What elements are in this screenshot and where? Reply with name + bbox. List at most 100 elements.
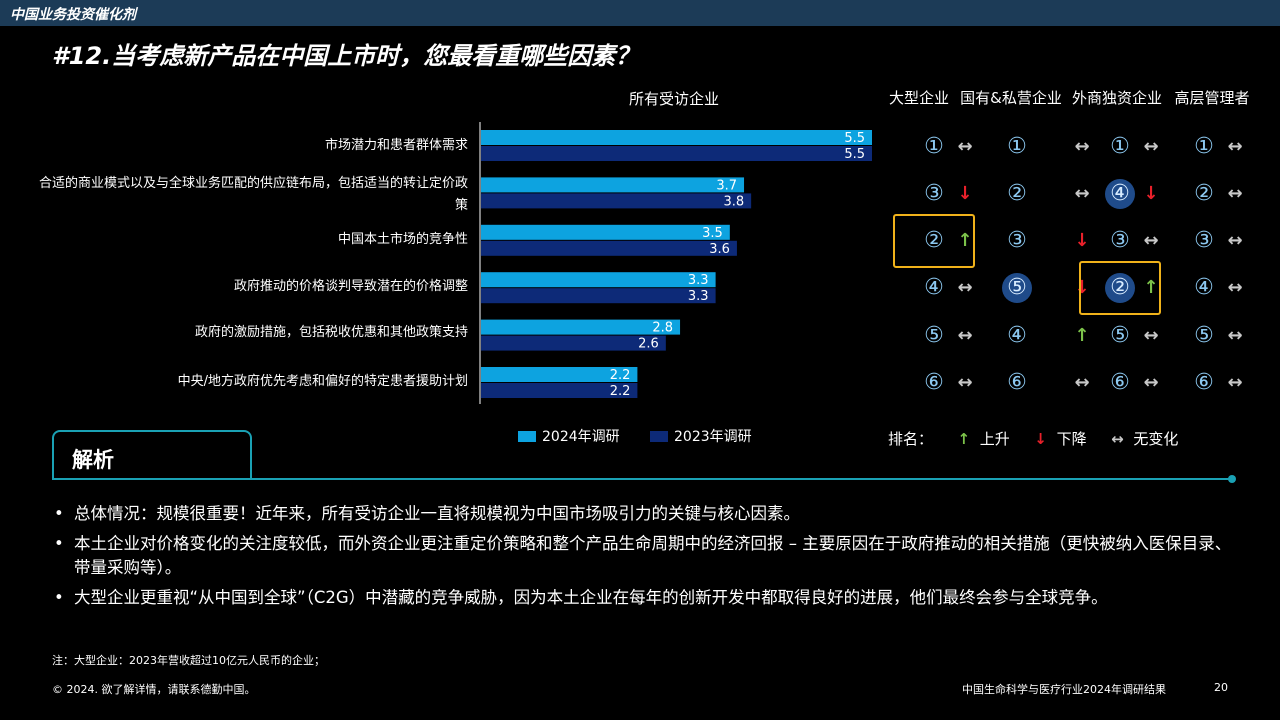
rank-number: ①: [1194, 134, 1214, 159]
ranking-cell: ③ ↓: [990, 224, 1089, 258]
data-label: 3.5: [702, 226, 723, 241]
bar-2023: [481, 335, 666, 351]
flat-arrow-icon: ↔: [957, 325, 973, 346]
category-label: 政府推动的价格谈判导致潜在的价格调整: [233, 279, 468, 294]
ranking-cell: ① ↔: [1093, 130, 1173, 164]
flat-arrow-icon: ↔: [957, 372, 973, 393]
ranking-legend-label: 排名：: [888, 430, 934, 448]
ranking-cell: ③ ↔: [1093, 224, 1173, 258]
rank-number: ③: [924, 181, 944, 206]
rank-number: ①: [1110, 134, 1130, 159]
ranking-cell: ① ↔: [907, 130, 987, 164]
rank-number: ⑥: [1194, 370, 1214, 395]
flat-arrow-icon: ↔: [1227, 230, 1243, 251]
ranking-cell: ⑤ ↔: [1093, 319, 1173, 353]
flat-arrow-icon: ↔: [957, 136, 973, 157]
legend-label: 2023年调研: [674, 429, 752, 445]
category-label: 中国本土市场的竞争性: [337, 232, 468, 247]
rank-number: ⑤: [1110, 323, 1130, 348]
ranking-cell: ⑥ ↔: [990, 366, 1089, 400]
down-arrow-icon: ↓: [1074, 277, 1090, 298]
flat-arrow-icon: ↔: [1111, 430, 1124, 448]
ranking-cell: ⑤ ↔: [1177, 319, 1257, 353]
flat-arrow-icon: ↔: [1074, 183, 1090, 204]
rank-number: ④: [924, 275, 944, 300]
ranking-cell: ③ ↔: [1177, 224, 1257, 258]
legend-item: 2024年调研: [518, 426, 620, 446]
report-name: 中国生命科学与医疗行业2024年调研结果: [962, 683, 1166, 696]
page-number: 20: [1214, 681, 1228, 694]
footnote: 注：大型企业：2023年营收超过10亿元人民币的企业；: [52, 654, 325, 667]
up-arrow-icon: ↑: [957, 230, 973, 251]
ranking-cell: ① ↔: [1177, 130, 1257, 164]
flat-arrow-icon: ↔: [1143, 230, 1159, 251]
flat-arrow-icon: ↔: [1227, 277, 1243, 298]
flat-arrow-icon: ↔: [1143, 136, 1159, 157]
flat-arrow-icon: ↔: [957, 277, 973, 298]
data-label: 2.2: [610, 384, 631, 399]
bar-chart: 5.55.5 3.73.8 3.53.6 3.33.3 2.82.6 2.22.2: [479, 122, 872, 404]
legend-item: 2023年调研: [650, 426, 752, 446]
bar-2023: [481, 383, 638, 398]
rank-number: ①: [1007, 134, 1027, 159]
data-label: 3.3: [688, 273, 709, 288]
rank-number: ②: [924, 228, 944, 253]
down-arrow-icon: ↓: [1034, 430, 1047, 448]
down-arrow-icon: ↓: [1074, 230, 1090, 251]
rank-number: ④: [1105, 179, 1135, 209]
analysis-bullet: 总体情况：规模很重要！近年来，所有受访企业一直将规模视为中国市场吸引力的关键与核…: [52, 502, 1242, 526]
page-title: #12.当考虑新产品在中国上市时，您最看重哪些因素？: [52, 42, 640, 70]
data-label: 3.6: [709, 242, 730, 257]
ranking-cell: ④ ↔: [1177, 271, 1257, 305]
analysis-bullets: 总体情况：规模很重要！近年来，所有受访企业一直将规模视为中国市场吸引力的关键与核…: [52, 502, 1242, 616]
ranking-cell: ⑤ ↓: [990, 271, 1090, 305]
ranking-column-header: 国有&私营企业: [960, 89, 1062, 107]
rank-number: ⑥: [1110, 370, 1130, 395]
flat-arrow-icon: ↔: [1227, 372, 1243, 393]
ranking-cell: ② ↔: [990, 177, 1089, 211]
rank-number: ①: [924, 134, 944, 159]
ranking-cell: ② ↑: [907, 224, 987, 258]
flat-arrow-icon: ↔: [1074, 136, 1090, 157]
flat-arrow-icon: ↔: [1143, 372, 1159, 393]
ranking-cell: ③ ↓: [907, 177, 987, 211]
up-arrow-icon: ↑: [1074, 325, 1090, 346]
ranking-cell: ④ ↓: [1093, 177, 1173, 211]
legend-label: 2024年调研: [542, 429, 620, 445]
ranking-column-header: 外商独资企业: [1071, 89, 1162, 107]
chart-title: 所有受访企业: [628, 90, 719, 108]
ranking-legend-up: 上升: [979, 430, 1010, 448]
rank-number: ④: [1007, 323, 1027, 348]
rank-number: ⑥: [1007, 370, 1027, 395]
ranking-legend-down: 下降: [1056, 430, 1087, 448]
ranking-cell: ⑥ ↔: [907, 366, 987, 400]
rank-number: ②: [1194, 181, 1214, 206]
ranking-cell: ⑥ ↔: [1093, 366, 1173, 400]
ranking-legend: 排名： ↑ 上升 ↓ 下降 ↔ 无变化: [888, 428, 1194, 449]
flat-arrow-icon: ↔: [1227, 325, 1243, 346]
ranking-cell: ④ ↔: [907, 271, 987, 305]
analysis-divider-dot: [1228, 475, 1236, 483]
rank-number: ⑤: [1194, 323, 1214, 348]
data-label: 3.3: [688, 289, 709, 304]
flat-arrow-icon: ↔: [1143, 325, 1159, 346]
rank-number: ⑤: [924, 323, 944, 348]
down-arrow-icon: ↓: [1143, 183, 1159, 204]
copyright: © 2024. 欲了解详情，请联系德勤中国。: [52, 683, 256, 696]
rank-number: ③: [1007, 228, 1027, 253]
category-label: 市场潜力和患者群体需求: [324, 138, 468, 153]
data-label: 5.5: [844, 147, 865, 162]
data-label: 2.2: [610, 368, 631, 383]
bar-2023: [481, 146, 872, 161]
flat-arrow-icon: ↔: [1074, 372, 1090, 393]
analysis-divider: [52, 478, 1232, 480]
bar-2023: [481, 240, 737, 256]
legend-swatch: [518, 431, 536, 442]
analysis-tab-label: 解析: [72, 448, 114, 472]
data-label: 2.8: [652, 321, 673, 336]
ranking-column-header: 高层管理者: [1174, 89, 1250, 107]
rank-number: ③: [1194, 228, 1214, 253]
bar-2024: [481, 224, 730, 240]
ranking-cell: ④ ↑: [990, 319, 1089, 353]
rank-number: ⑤: [1002, 273, 1032, 303]
